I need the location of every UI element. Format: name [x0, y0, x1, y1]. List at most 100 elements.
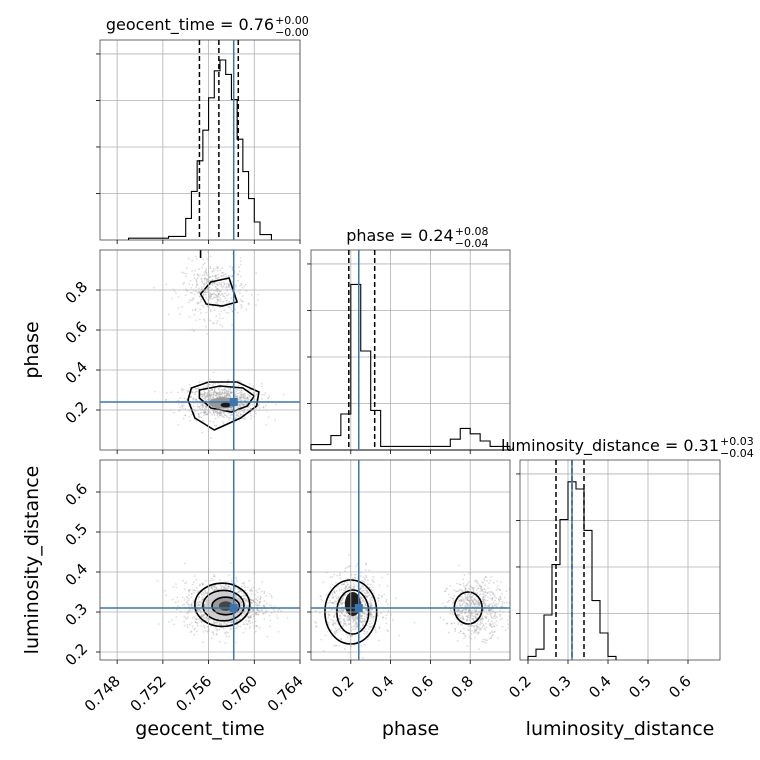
- scatter-point: [495, 620, 498, 622]
- scatter-point: [362, 657, 365, 659]
- scatter-point: [464, 595, 467, 598]
- scatter-point: [332, 595, 335, 598]
- scatter-point: [175, 586, 178, 589]
- contour-outer: [194, 582, 251, 628]
- scatter-point: [194, 255, 197, 258]
- scatter-point: [202, 615, 205, 618]
- scatter-point: [482, 609, 485, 612]
- scatter-point: [184, 582, 187, 585]
- scatter-point: [249, 616, 252, 618]
- scatter-point: [209, 276, 212, 278]
- scatter-point: [350, 574, 353, 576]
- scatter-point: [330, 602, 333, 604]
- histogram-phase: [310, 283, 511, 450]
- scatter-point: [258, 602, 260, 604]
- scatter-point: [267, 397, 270, 400]
- scatter-point: [353, 586, 355, 588]
- scatter-point: [240, 585, 243, 587]
- scatter-point: [206, 278, 209, 281]
- x-tick-label: 0.764: [264, 672, 307, 715]
- scatter-point: [255, 272, 258, 274]
- scatter-point: [228, 586, 231, 589]
- scatter-point: [237, 588, 240, 590]
- scatter-point: [248, 589, 251, 592]
- scatter-point: [242, 623, 245, 626]
- scatter-point: [210, 295, 213, 298]
- scatter-point: [455, 590, 458, 593]
- scatter-point: [353, 587, 355, 590]
- scatter-point: [334, 600, 337, 603]
- scatter-point: [181, 271, 184, 274]
- scatter-point: [209, 265, 212, 268]
- scatter-point: [363, 630, 366, 633]
- scatter-point: [217, 293, 220, 295]
- scatter-point: [507, 626, 509, 629]
- scatter-point: [236, 587, 239, 590]
- scatter-point: [340, 603, 343, 606]
- scatter-point: [459, 604, 462, 607]
- scatter-point: [252, 613, 255, 616]
- scatter-point: [228, 285, 230, 287]
- scatter-point: [359, 588, 362, 590]
- scatter-point: [379, 612, 382, 615]
- scatter-point: [231, 582, 233, 584]
- scatter-point: [214, 411, 217, 414]
- scatter-point: [211, 282, 214, 285]
- scatter-point: [235, 285, 237, 288]
- scatter-point: [476, 623, 479, 625]
- scatter-point: [361, 612, 364, 614]
- scatter-point: [200, 298, 203, 300]
- scatter-point: [355, 565, 358, 568]
- scatter-point: [195, 281, 198, 283]
- scatter-point: [223, 389, 226, 391]
- scatter-point: [339, 622, 342, 624]
- scatter-point: [188, 609, 191, 612]
- scatter-point: [243, 396, 246, 399]
- scatter-point: [506, 619, 509, 622]
- scatter-point: [213, 589, 216, 591]
- scatter-point: [378, 594, 380, 596]
- scatter-point: [339, 617, 341, 620]
- scatter-point: [216, 412, 218, 415]
- scatter-point: [249, 625, 252, 628]
- scatter-point: [215, 283, 218, 285]
- scatter-point: [218, 622, 221, 625]
- scatter-point: [366, 590, 369, 592]
- scatter-point: [202, 614, 205, 616]
- scatter-point: [361, 599, 364, 602]
- scatter-point: [331, 583, 334, 586]
- scatter-point: [206, 413, 209, 416]
- scatter-point: [218, 393, 221, 396]
- scatter-point: [239, 257, 242, 259]
- scatter-point: [215, 394, 217, 397]
- scatter-point: [210, 393, 212, 396]
- scatter-point: [460, 599, 463, 602]
- scatter-point: [239, 618, 242, 620]
- scatter-point: [443, 590, 446, 593]
- scatter-point: [465, 596, 468, 599]
- scatter-point: [208, 393, 211, 395]
- scatter-point: [494, 630, 496, 633]
- scatter-point: [217, 412, 219, 415]
- scatter-point: [196, 283, 199, 286]
- scatter-point: [247, 617, 250, 619]
- scatter-point: [223, 295, 226, 298]
- scatter-point: [472, 617, 474, 620]
- scatter-point: [361, 615, 363, 617]
- scatter-point: [244, 602, 247, 605]
- scatter-point: [463, 601, 466, 603]
- scatter-point: [204, 291, 207, 294]
- scatter-point: [470, 625, 473, 628]
- scatter-point: [479, 622, 482, 624]
- scatter-point: [489, 612, 492, 615]
- scatter-point: [346, 618, 348, 621]
- scatter-point: [333, 608, 336, 611]
- scatter-point: [218, 623, 221, 626]
- scatter-point: [217, 284, 220, 286]
- scatter-point: [199, 610, 202, 612]
- scatter-point: [456, 614, 459, 616]
- scatter-point: [464, 586, 467, 589]
- scatter-point: [182, 283, 185, 285]
- scatter-point: [246, 586, 249, 589]
- scatter-point: [335, 595, 337, 598]
